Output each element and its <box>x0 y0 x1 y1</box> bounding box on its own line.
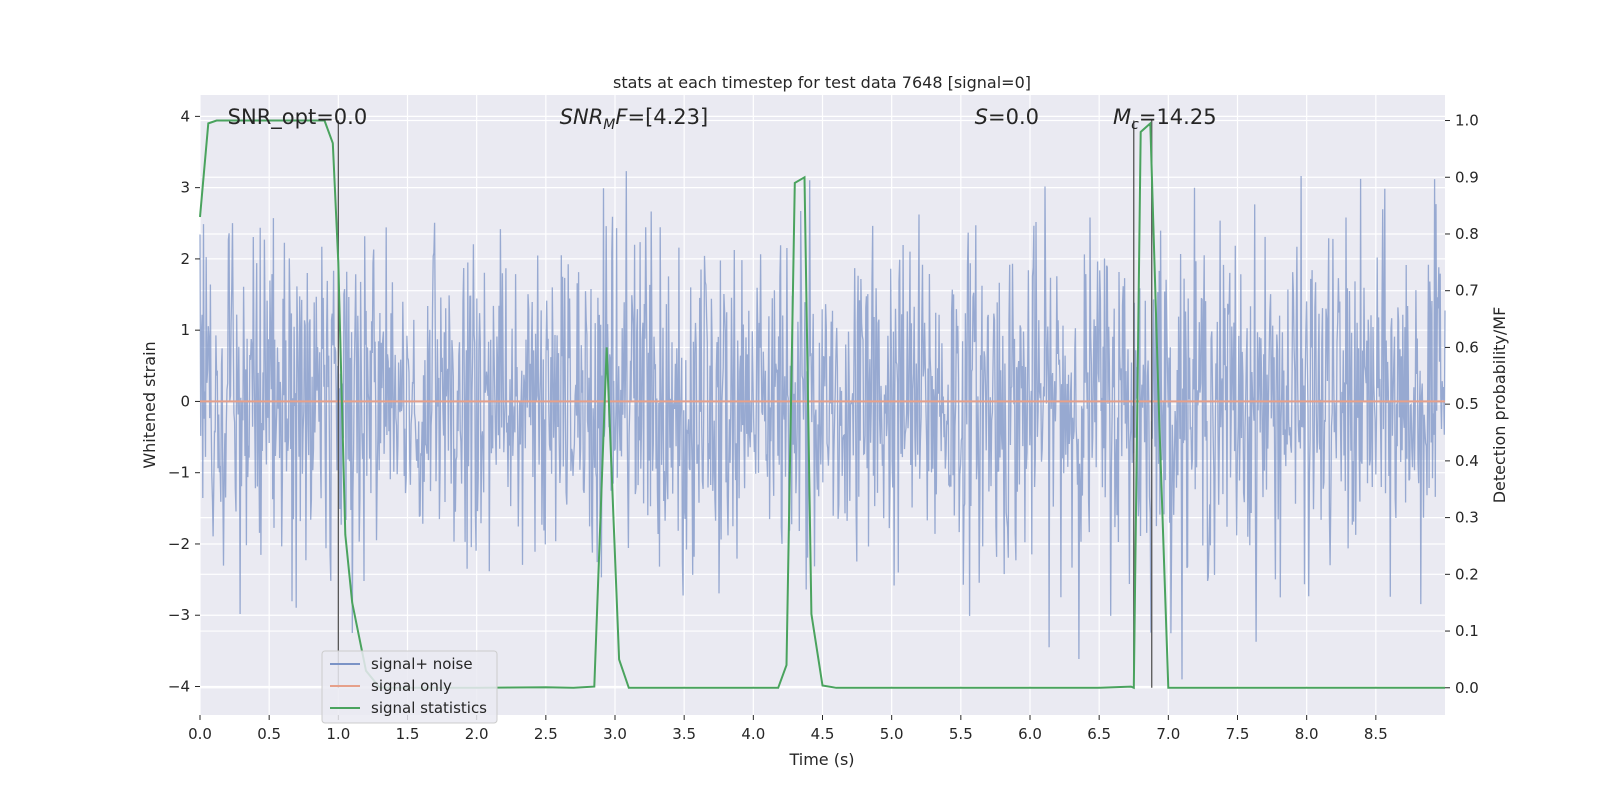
x-tick-label-6: 3.0 <box>603 725 627 743</box>
series-signal-statistics <box>199 119 1445 690</box>
annotation-snr-mf-sub: M <box>603 117 615 133</box>
annotation-snr-mf: SNRMF=[4.23] <box>560 105 709 133</box>
x-axis-label: Time (s) <box>788 750 854 769</box>
y-left-axis-ticks: −4 −3 −2 −1 0 1 2 3 4 <box>168 107 200 695</box>
x-tick-label-17: 8.5 <box>1364 725 1388 743</box>
x-tick-label-3: 1.5 <box>396 725 420 743</box>
signal-noise-line <box>199 171 1446 680</box>
y-left-tick-label-7: 3 <box>180 179 190 197</box>
y-right-tick-label-3: 0.3 <box>1455 509 1479 527</box>
y-left-tick-label-5: 1 <box>180 321 190 339</box>
x-tick-label-15: 7.5 <box>1226 725 1250 743</box>
x-tick-label-5: 2.5 <box>534 725 558 743</box>
x-tick-label-1: 0.5 <box>257 725 281 743</box>
legend-entry-signal-only: signal only <box>371 677 452 695</box>
annotation-mc: Mc=14.25 <box>1113 105 1217 133</box>
annotation-snr-opt-prefix: SNR_opt= <box>228 105 334 130</box>
y-right-tick-label-10: 1.0 <box>1455 112 1479 130</box>
chart-title: stats at each timestep for test data 764… <box>613 73 1031 92</box>
annotation-s-value: 0.0 <box>1006 105 1039 129</box>
x-tick-label-12: 6.0 <box>1018 725 1042 743</box>
y-right-tick-label-0: 0.0 <box>1455 679 1479 697</box>
annotation-s-suffix: = <box>988 105 1006 129</box>
legend-entry-signal-statistics: signal statistics <box>371 699 487 717</box>
y-right-tick-label-4: 0.4 <box>1455 452 1479 470</box>
annotation-mc-base: M <box>1113 105 1131 129</box>
annotation-s: S=0.0 <box>975 105 1039 129</box>
vertical-lines <box>337 120 1153 688</box>
x-tick-label-2: 1.0 <box>326 725 350 743</box>
annotation-snr-opt-value: 0.0 <box>334 105 367 129</box>
annotation-s-base: S <box>975 105 988 129</box>
annotation-mc-value: 14.25 <box>1156 105 1216 129</box>
y-right-tick-label-1: 0.1 <box>1455 622 1479 640</box>
y-left-tick-label-8: 4 <box>180 107 190 125</box>
x-tick-label-14: 7.0 <box>1156 725 1180 743</box>
legend-box <box>321 650 498 724</box>
x-tick-label-16: 8.0 <box>1295 725 1319 743</box>
x-tick-label-7: 3.5 <box>672 725 696 743</box>
y-left-tick-label-3: −1 <box>168 464 190 482</box>
annotation-mc-suffix: = <box>1139 105 1157 129</box>
x-tick-label-8: 4.0 <box>741 725 765 743</box>
y-right-tick-label-8: 0.8 <box>1455 225 1479 243</box>
y-left-tick-label-4: 0 <box>180 392 190 410</box>
annotation-snr-mf-value: [4.23] <box>645 105 708 129</box>
y-right-tick-label-9: 0.9 <box>1455 168 1479 186</box>
annotation-snr-mf-base: SNR <box>560 105 604 129</box>
y-left-tick-label-2: −2 <box>168 535 190 553</box>
y-right-axis-ticks: 0.0 0.1 0.2 0.3 0.4 0.5 0.6 0.7 0.8 0.9 1.0 <box>1445 112 1479 697</box>
y-right-tick-label-5: 0.5 <box>1455 395 1479 413</box>
x-tick-label-13: 6.5 <box>1087 725 1111 743</box>
legend: signal+ noise signal only signal statist… <box>321 650 498 724</box>
y-left-tick-label-1: −3 <box>168 606 190 624</box>
x-tick-label-11: 5.5 <box>949 725 973 743</box>
x-tick-label-10: 5.0 <box>880 725 904 743</box>
series-signal-noise <box>199 171 1446 680</box>
annotations: SNR_opt=0.0 SNRMF=[4.23] S=0.0 Mc=14.25 <box>228 105 1217 133</box>
y-right-tick-label-6: 0.6 <box>1455 338 1479 356</box>
annotation-mc-sub: c <box>1131 117 1139 133</box>
y-right-axis-label: Detection probability/MF <box>1490 307 1509 504</box>
y-left-tick-label-6: 2 <box>180 250 190 268</box>
y-left-axis-label: Whitened strain <box>140 341 159 468</box>
x-tick-label-4: 2.0 <box>465 725 489 743</box>
x-tick-label-0: 0.0 <box>188 725 212 743</box>
y-left-tick-label-0: −4 <box>168 677 190 695</box>
signal-statistics-line <box>199 119 1445 690</box>
x-tick-label-9: 4.5 <box>811 725 835 743</box>
annotation-snr-opt: SNR_opt=0.0 <box>228 105 368 130</box>
legend-entry-signal-noise: signal+ noise <box>371 655 473 673</box>
y-right-tick-label-2: 0.2 <box>1455 565 1479 583</box>
x-axis-ticks: 0.0 0.5 1.0 1.5 2.0 2.5 3.0 3.5 4.0 4.5 5.0 5.5 6.0 6… <box>188 715 1388 743</box>
y-right-tick-label-7: 0.7 <box>1455 282 1479 300</box>
annotation-snr-mf-suffix: F= <box>615 105 645 129</box>
